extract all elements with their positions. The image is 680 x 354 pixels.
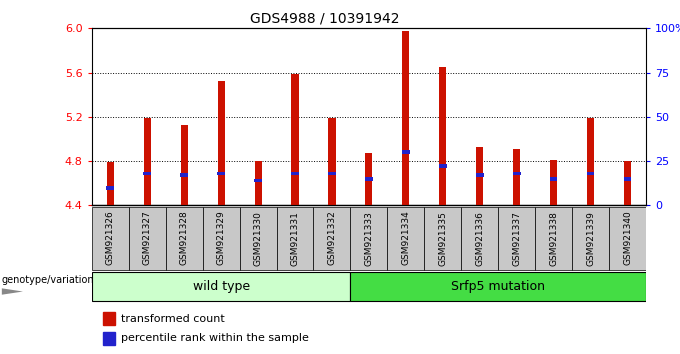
Bar xyxy=(106,186,114,190)
Bar xyxy=(513,149,520,205)
FancyBboxPatch shape xyxy=(313,207,350,269)
Bar xyxy=(254,178,262,182)
Text: GSM921327: GSM921327 xyxy=(143,211,152,266)
FancyBboxPatch shape xyxy=(239,207,277,269)
Text: wild type: wild type xyxy=(192,280,250,293)
Bar xyxy=(292,74,299,205)
Text: GSM921329: GSM921329 xyxy=(217,211,226,266)
Bar xyxy=(254,161,262,205)
Text: GSM921330: GSM921330 xyxy=(254,211,262,266)
Text: GSM921337: GSM921337 xyxy=(512,211,521,266)
Text: percentile rank within the sample: percentile rank within the sample xyxy=(120,333,309,343)
FancyBboxPatch shape xyxy=(609,207,646,269)
Bar xyxy=(218,81,224,205)
Text: GSM921328: GSM921328 xyxy=(180,211,188,266)
FancyBboxPatch shape xyxy=(424,207,461,269)
Bar xyxy=(365,177,373,181)
Text: genotype/variation: genotype/variation xyxy=(2,275,95,285)
FancyBboxPatch shape xyxy=(498,207,535,269)
FancyBboxPatch shape xyxy=(388,207,424,269)
FancyBboxPatch shape xyxy=(277,207,313,269)
FancyBboxPatch shape xyxy=(203,207,239,269)
Bar xyxy=(107,162,114,205)
Bar xyxy=(103,312,115,325)
Bar xyxy=(624,161,631,205)
Text: GSM921331: GSM921331 xyxy=(290,211,299,266)
Bar xyxy=(180,173,188,177)
FancyBboxPatch shape xyxy=(572,207,609,269)
Text: Srfp5 mutation: Srfp5 mutation xyxy=(452,280,545,293)
Bar xyxy=(513,172,521,175)
Text: GSM921332: GSM921332 xyxy=(328,211,337,266)
FancyBboxPatch shape xyxy=(166,207,203,269)
Text: transformed count: transformed count xyxy=(120,314,224,324)
Bar xyxy=(103,332,115,345)
Polygon shape xyxy=(2,288,23,295)
Bar xyxy=(143,118,151,205)
Bar xyxy=(403,30,409,205)
Text: GSM921340: GSM921340 xyxy=(623,211,632,266)
Text: GSM921326: GSM921326 xyxy=(106,211,115,266)
Text: GSM921338: GSM921338 xyxy=(549,211,558,266)
Text: GSM921335: GSM921335 xyxy=(439,211,447,266)
Text: GSM921336: GSM921336 xyxy=(475,211,484,266)
Bar xyxy=(587,172,594,175)
Text: GSM921333: GSM921333 xyxy=(364,211,373,266)
Text: GSM921334: GSM921334 xyxy=(401,211,410,266)
Bar xyxy=(439,164,447,168)
Bar xyxy=(181,125,188,205)
Title: GDS4988 / 10391942: GDS4988 / 10391942 xyxy=(250,12,399,26)
FancyBboxPatch shape xyxy=(92,207,129,269)
FancyBboxPatch shape xyxy=(535,207,572,269)
Bar xyxy=(476,147,483,205)
Bar xyxy=(365,153,373,205)
Bar xyxy=(476,173,483,177)
Bar xyxy=(143,172,151,175)
Bar xyxy=(328,172,336,175)
Bar xyxy=(550,160,557,205)
Text: GSM921339: GSM921339 xyxy=(586,211,595,266)
FancyBboxPatch shape xyxy=(92,273,350,301)
Bar xyxy=(402,150,410,154)
Bar xyxy=(439,67,446,205)
Bar xyxy=(217,172,225,175)
Bar xyxy=(549,177,558,181)
FancyBboxPatch shape xyxy=(461,207,498,269)
Bar xyxy=(291,172,299,175)
FancyBboxPatch shape xyxy=(350,273,646,301)
Bar xyxy=(328,118,335,205)
FancyBboxPatch shape xyxy=(350,207,388,269)
Bar xyxy=(624,177,632,181)
FancyBboxPatch shape xyxy=(129,207,166,269)
Bar xyxy=(587,118,594,205)
